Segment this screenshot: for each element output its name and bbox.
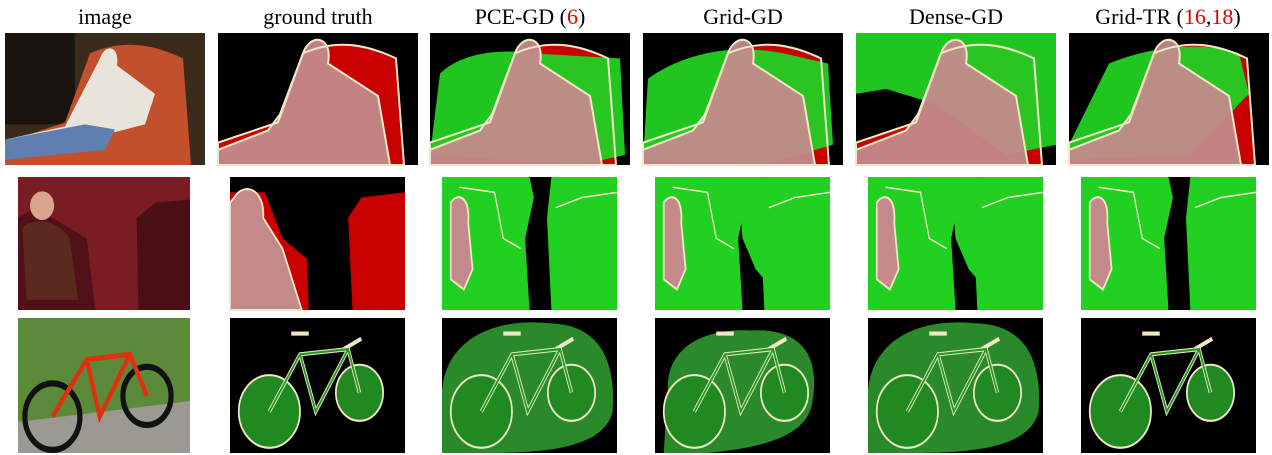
segment-wheel: [239, 375, 300, 448]
armchair: [137, 200, 190, 310]
thumbnail: [655, 177, 830, 310]
page: image ground truth PCE-GD (6) Grid-GD Dense-…: [0, 0, 1272, 455]
segment-wheel: [877, 375, 938, 448]
column-header: Dense-GD: [909, 4, 1003, 29]
thumbnail: [655, 318, 830, 453]
thumbnail: [643, 33, 843, 165]
thumbnail: [5, 33, 205, 165]
window: [5, 33, 75, 124]
header-text: ground truth: [263, 4, 372, 29]
thumbnail: [18, 177, 190, 310]
column-header: Grid-TR (16,18): [1095, 4, 1240, 29]
thumbnail: [18, 318, 190, 453]
thumbnail: [1081, 177, 1256, 310]
thumbnail: [1081, 318, 1256, 453]
segment-wheel: [664, 375, 725, 448]
thumbnail: [442, 318, 617, 453]
column-header: image: [78, 4, 132, 29]
thumbnail: [868, 318, 1043, 453]
header-text: ): [578, 4, 585, 29]
citation: 18: [1211, 4, 1233, 29]
head: [30, 191, 54, 220]
segment-chair: [348, 192, 405, 310]
thumbnail: [442, 177, 617, 310]
citation: 6: [567, 4, 578, 29]
header-text: ): [1233, 4, 1240, 29]
column-header: ground truth: [263, 4, 372, 29]
thumbnail: [1069, 33, 1269, 165]
header-text: image: [78, 4, 132, 29]
thumbnail: [218, 33, 418, 165]
header-text: PCE-GD (: [475, 4, 567, 29]
column-header: PCE-GD (6): [475, 4, 586, 29]
header-text: Grid-TR (: [1095, 4, 1184, 29]
segment-wheel: [1090, 375, 1151, 448]
figure: image ground truth PCE-GD (6) Grid-GD Dense-…: [0, 0, 1272, 455]
segment-wheel: [451, 375, 512, 448]
thumbnail: [230, 318, 405, 453]
header-text: Dense-GD: [909, 4, 1003, 29]
citation: 16: [1184, 4, 1206, 29]
column-header: Grid-GD: [703, 4, 782, 29]
thumbnail: [430, 33, 630, 165]
header-text: Grid-GD: [703, 4, 782, 29]
thumbnail: [856, 33, 1056, 165]
thumbnail: [868, 177, 1043, 310]
thumbnail: [230, 177, 405, 310]
